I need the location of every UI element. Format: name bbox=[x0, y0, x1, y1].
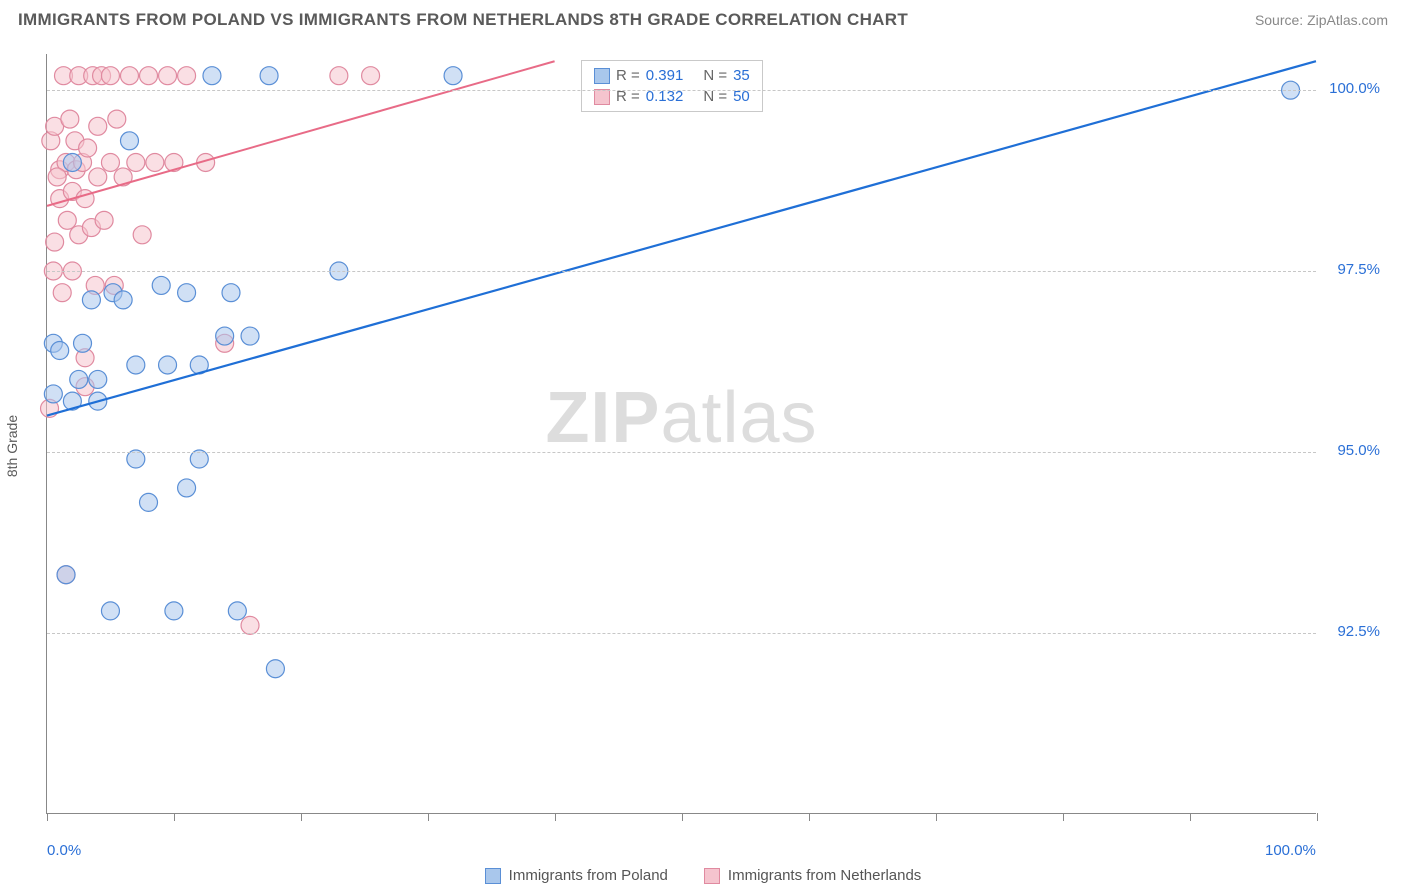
scatter-point bbox=[120, 132, 138, 150]
scatter-point bbox=[260, 67, 278, 85]
x-tick-label: 100.0% bbox=[1265, 842, 1316, 859]
scatter-point bbox=[51, 342, 69, 360]
r-value-poland: 0.391 bbox=[646, 67, 684, 84]
x-tick bbox=[809, 813, 810, 821]
scatter-point bbox=[222, 284, 240, 302]
swatch-poland bbox=[594, 68, 610, 84]
scatter-point bbox=[165, 602, 183, 620]
y-tick-label: 100.0% bbox=[1329, 80, 1380, 97]
legend-item-poland: Immigrants from Poland bbox=[485, 867, 668, 884]
scatter-point bbox=[178, 479, 196, 497]
scatter-point bbox=[330, 67, 348, 85]
source-label: Source: ZipAtlas.com bbox=[1255, 12, 1388, 28]
scatter-point bbox=[159, 356, 177, 374]
scatter-point bbox=[63, 153, 81, 171]
x-tick-label: 0.0% bbox=[47, 842, 81, 859]
legend-label-poland: Immigrants from Poland bbox=[509, 867, 668, 884]
gridline bbox=[47, 90, 1316, 91]
r-label: R = bbox=[616, 67, 640, 84]
scatter-point bbox=[178, 284, 196, 302]
scatter-point bbox=[44, 385, 62, 403]
x-tick bbox=[1063, 813, 1064, 821]
x-tick bbox=[174, 813, 175, 821]
scatter-point bbox=[127, 356, 145, 374]
scatter-point bbox=[57, 566, 75, 584]
stats-row-poland: R = 0.391 N = 35 bbox=[582, 65, 762, 86]
scatter-point bbox=[140, 67, 158, 85]
bottom-legend: Immigrants from Poland Immigrants from N… bbox=[0, 867, 1406, 884]
scatter-point bbox=[178, 67, 196, 85]
scatter-point bbox=[266, 660, 284, 678]
scatter-point bbox=[74, 334, 92, 352]
x-tick bbox=[47, 813, 48, 821]
scatter-point bbox=[203, 67, 221, 85]
scatter-point bbox=[82, 291, 100, 309]
scatter-point bbox=[228, 602, 246, 620]
swatch-netherlands bbox=[704, 868, 720, 884]
scatter-plot bbox=[47, 54, 1316, 813]
x-tick bbox=[555, 813, 556, 821]
scatter-point bbox=[127, 153, 145, 171]
scatter-point bbox=[101, 153, 119, 171]
gridline bbox=[47, 271, 1316, 272]
scatter-point bbox=[48, 168, 66, 186]
scatter-point bbox=[58, 211, 76, 229]
y-tick-label: 92.5% bbox=[1337, 623, 1380, 640]
scatter-point bbox=[46, 233, 64, 251]
x-tick bbox=[1190, 813, 1191, 821]
gridline bbox=[47, 633, 1316, 634]
x-tick bbox=[936, 813, 937, 821]
swatch-poland bbox=[485, 868, 501, 884]
scatter-point bbox=[133, 226, 151, 244]
scatter-point bbox=[61, 110, 79, 128]
scatter-point bbox=[140, 493, 158, 511]
trend-line bbox=[47, 61, 555, 206]
x-tick bbox=[428, 813, 429, 821]
n-value-poland: 35 bbox=[733, 67, 750, 84]
scatter-point bbox=[70, 370, 88, 388]
scatter-point bbox=[89, 370, 107, 388]
scatter-point bbox=[108, 110, 126, 128]
x-tick bbox=[682, 813, 683, 821]
scatter-point bbox=[95, 211, 113, 229]
y-axis-label: 8th Grade bbox=[4, 415, 20, 477]
chart-area: ZIPatlas R = 0.391 N = 35 R = 0.132 N = … bbox=[46, 54, 1316, 814]
chart-title: IMMIGRANTS FROM POLAND VS IMMIGRANTS FRO… bbox=[18, 10, 908, 30]
trend-line bbox=[47, 61, 1316, 415]
y-tick-label: 95.0% bbox=[1337, 442, 1380, 459]
x-tick bbox=[301, 813, 302, 821]
scatter-point bbox=[101, 602, 119, 620]
y-tick-label: 97.5% bbox=[1337, 261, 1380, 278]
scatter-point bbox=[114, 291, 132, 309]
scatter-point bbox=[444, 67, 462, 85]
n-label: N = bbox=[703, 67, 727, 84]
scatter-point bbox=[241, 327, 259, 345]
scatter-point bbox=[120, 67, 138, 85]
legend-item-netherlands: Immigrants from Netherlands bbox=[704, 867, 921, 884]
gridline bbox=[47, 452, 1316, 453]
scatter-point bbox=[89, 168, 107, 186]
legend-label-netherlands: Immigrants from Netherlands bbox=[728, 867, 921, 884]
stats-legend-box: R = 0.391 N = 35 R = 0.132 N = 50 bbox=[581, 60, 763, 112]
scatter-point bbox=[216, 327, 234, 345]
scatter-point bbox=[89, 117, 107, 135]
scatter-point bbox=[53, 284, 71, 302]
scatter-point bbox=[362, 67, 380, 85]
scatter-point bbox=[101, 67, 119, 85]
stats-row-netherlands: R = 0.132 N = 50 bbox=[582, 86, 762, 107]
scatter-point bbox=[241, 616, 259, 634]
x-tick bbox=[1317, 813, 1318, 821]
scatter-point bbox=[79, 139, 97, 157]
scatter-point bbox=[146, 153, 164, 171]
scatter-point bbox=[159, 67, 177, 85]
scatter-point bbox=[152, 276, 170, 294]
